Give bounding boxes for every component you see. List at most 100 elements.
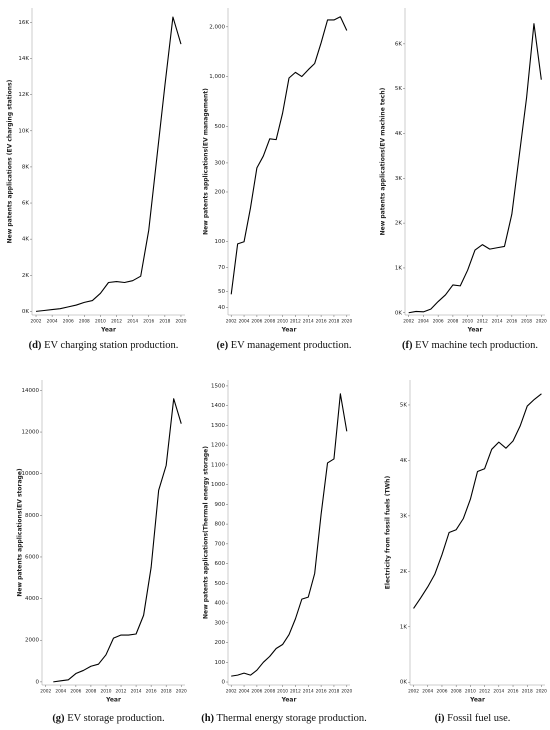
caption-text: Thermal energy storage production. bbox=[216, 713, 367, 724]
x-tick-label: 2016 bbox=[143, 319, 154, 325]
x-axis-title: Year bbox=[281, 697, 297, 704]
data-line bbox=[231, 393, 348, 677]
x-axis-title: Year bbox=[469, 697, 485, 704]
x-tick-label: 2008 bbox=[85, 689, 96, 695]
x-tick-label: 2012 bbox=[479, 689, 490, 695]
x-tick-label: 2006 bbox=[437, 689, 448, 695]
x-tick-label: 2010 bbox=[277, 319, 288, 325]
x-tick-label: 2006 bbox=[63, 319, 74, 325]
y-tick-label: 100 bbox=[215, 660, 226, 666]
y-tick-label: 6K bbox=[22, 201, 29, 207]
y-axis-title: New patents applications(EV management) bbox=[203, 88, 210, 235]
y-tick-label: 200 bbox=[215, 189, 226, 195]
y-tick-label: 100 bbox=[215, 239, 226, 245]
x-tick-label: 2008 bbox=[79, 319, 90, 325]
y-tick-label: 0K bbox=[400, 680, 407, 686]
y-tick-label: 400 bbox=[215, 601, 226, 607]
caption-label: (i) bbox=[434, 713, 445, 724]
data-line bbox=[413, 393, 542, 609]
x-tick-label: 2020 bbox=[536, 319, 547, 325]
y-tick-label: 2K bbox=[395, 221, 402, 227]
x-tick-label: 2020 bbox=[341, 689, 352, 695]
x-tick-label: 2012 bbox=[111, 319, 122, 325]
y-tick-label: 4K bbox=[395, 131, 402, 137]
y-tick-label: 800 bbox=[215, 522, 226, 528]
x-tick-label: 2014 bbox=[303, 319, 314, 325]
y-tick-label: 40 bbox=[218, 305, 225, 311]
x-tick-label: 2006 bbox=[251, 319, 262, 325]
y-axis-title: New patents applications (EV charging st… bbox=[7, 79, 14, 243]
x-tick-label: 2020 bbox=[176, 319, 187, 325]
x-tick-label: 2018 bbox=[328, 689, 339, 695]
x-tick-label: 2018 bbox=[522, 689, 533, 695]
x-tick-label: 2002 bbox=[408, 689, 419, 695]
y-tick-label: 6000 bbox=[25, 554, 39, 560]
x-tick-label: 2010 bbox=[465, 689, 476, 695]
caption: (h) Thermal energy storage production. bbox=[189, 712, 379, 725]
data-line bbox=[53, 398, 182, 683]
caption: (f) EV machine tech production. bbox=[380, 339, 550, 352]
y-axis-title: New patents applications(EV storage) bbox=[17, 468, 24, 597]
y-tick-label: 1100 bbox=[211, 462, 225, 468]
y-tick-label: 4K bbox=[400, 458, 407, 464]
caption-label: (g) bbox=[52, 713, 65, 724]
y-tick-label: 6K bbox=[395, 41, 402, 47]
y-tick-label: 0K bbox=[22, 309, 29, 315]
data-line bbox=[230, 16, 348, 295]
y-tick-label: 70 bbox=[218, 265, 225, 271]
x-tick-label: 2010 bbox=[462, 319, 473, 325]
x-tick-label: 2020 bbox=[176, 689, 187, 695]
caption: (e) EV management production. bbox=[194, 339, 374, 352]
x-tick-label: 2006 bbox=[433, 319, 444, 325]
x-tick-label: 2018 bbox=[328, 319, 339, 325]
x-tick-label: 2004 bbox=[239, 689, 250, 695]
x-tick-label: 2010 bbox=[277, 689, 288, 695]
x-tick-label: 2010 bbox=[101, 689, 112, 695]
x-tick-label: 2014 bbox=[493, 689, 504, 695]
x-tick-label: 2008 bbox=[264, 319, 275, 325]
y-tick-label: 2,000 bbox=[209, 24, 225, 30]
x-tick-label: 2008 bbox=[264, 689, 275, 695]
y-tick-label: 2K bbox=[22, 273, 29, 279]
y-tick-label: 900 bbox=[215, 502, 226, 508]
y-tick-label: 3K bbox=[400, 513, 407, 519]
y-tick-label: 4K bbox=[22, 237, 29, 243]
y-tick-label: 1500 bbox=[211, 383, 225, 389]
caption-label: (f) bbox=[402, 340, 413, 351]
x-tick-label: 2008 bbox=[447, 319, 458, 325]
x-tick-label: 2002 bbox=[40, 689, 51, 695]
y-tick-label: 10000 bbox=[22, 471, 40, 477]
caption-text: EV charging station production. bbox=[44, 340, 179, 351]
x-tick-label: 2008 bbox=[451, 689, 462, 695]
y-tick-label: 1K bbox=[395, 265, 402, 271]
y-tick-label: 0 bbox=[36, 679, 40, 685]
caption: (d) EV charging station production. bbox=[19, 339, 189, 352]
x-tick-label: 2002 bbox=[226, 319, 237, 325]
x-tick-label: 2004 bbox=[47, 319, 58, 325]
y-tick-label: 2000 bbox=[25, 638, 39, 644]
y-tick-label: 5K bbox=[400, 402, 407, 408]
x-tick-label: 2002 bbox=[226, 689, 237, 695]
y-tick-label: 8000 bbox=[25, 513, 39, 519]
y-axis-title: New patents applications(EV machine tech… bbox=[380, 87, 387, 235]
x-tick-label: 2014 bbox=[131, 689, 142, 695]
y-tick-label: 10K bbox=[18, 128, 29, 134]
y-tick-label: 4000 bbox=[25, 596, 39, 602]
y-tick-label: 1200 bbox=[211, 443, 225, 449]
y-tick-label: 3K bbox=[395, 176, 402, 182]
x-tick-label: 2004 bbox=[422, 689, 433, 695]
x-tick-label: 2014 bbox=[127, 319, 138, 325]
caption-label: (h) bbox=[201, 713, 215, 724]
x-axis-title: Year bbox=[100, 327, 116, 334]
x-tick-label: 2016 bbox=[508, 689, 519, 695]
x-axis-title: Year bbox=[281, 327, 297, 334]
x-tick-label: 2016 bbox=[316, 319, 327, 325]
y-tick-label: 500 bbox=[215, 581, 226, 587]
x-tick-label: 2012 bbox=[290, 319, 301, 325]
x-tick-label: 2006 bbox=[251, 689, 262, 695]
y-tick-label: 300 bbox=[215, 620, 226, 626]
x-tick-label: 2006 bbox=[70, 689, 81, 695]
y-tick-label: 2K bbox=[400, 569, 407, 575]
y-tick-label: 200 bbox=[215, 640, 226, 646]
caption-label: (e) bbox=[216, 340, 229, 351]
